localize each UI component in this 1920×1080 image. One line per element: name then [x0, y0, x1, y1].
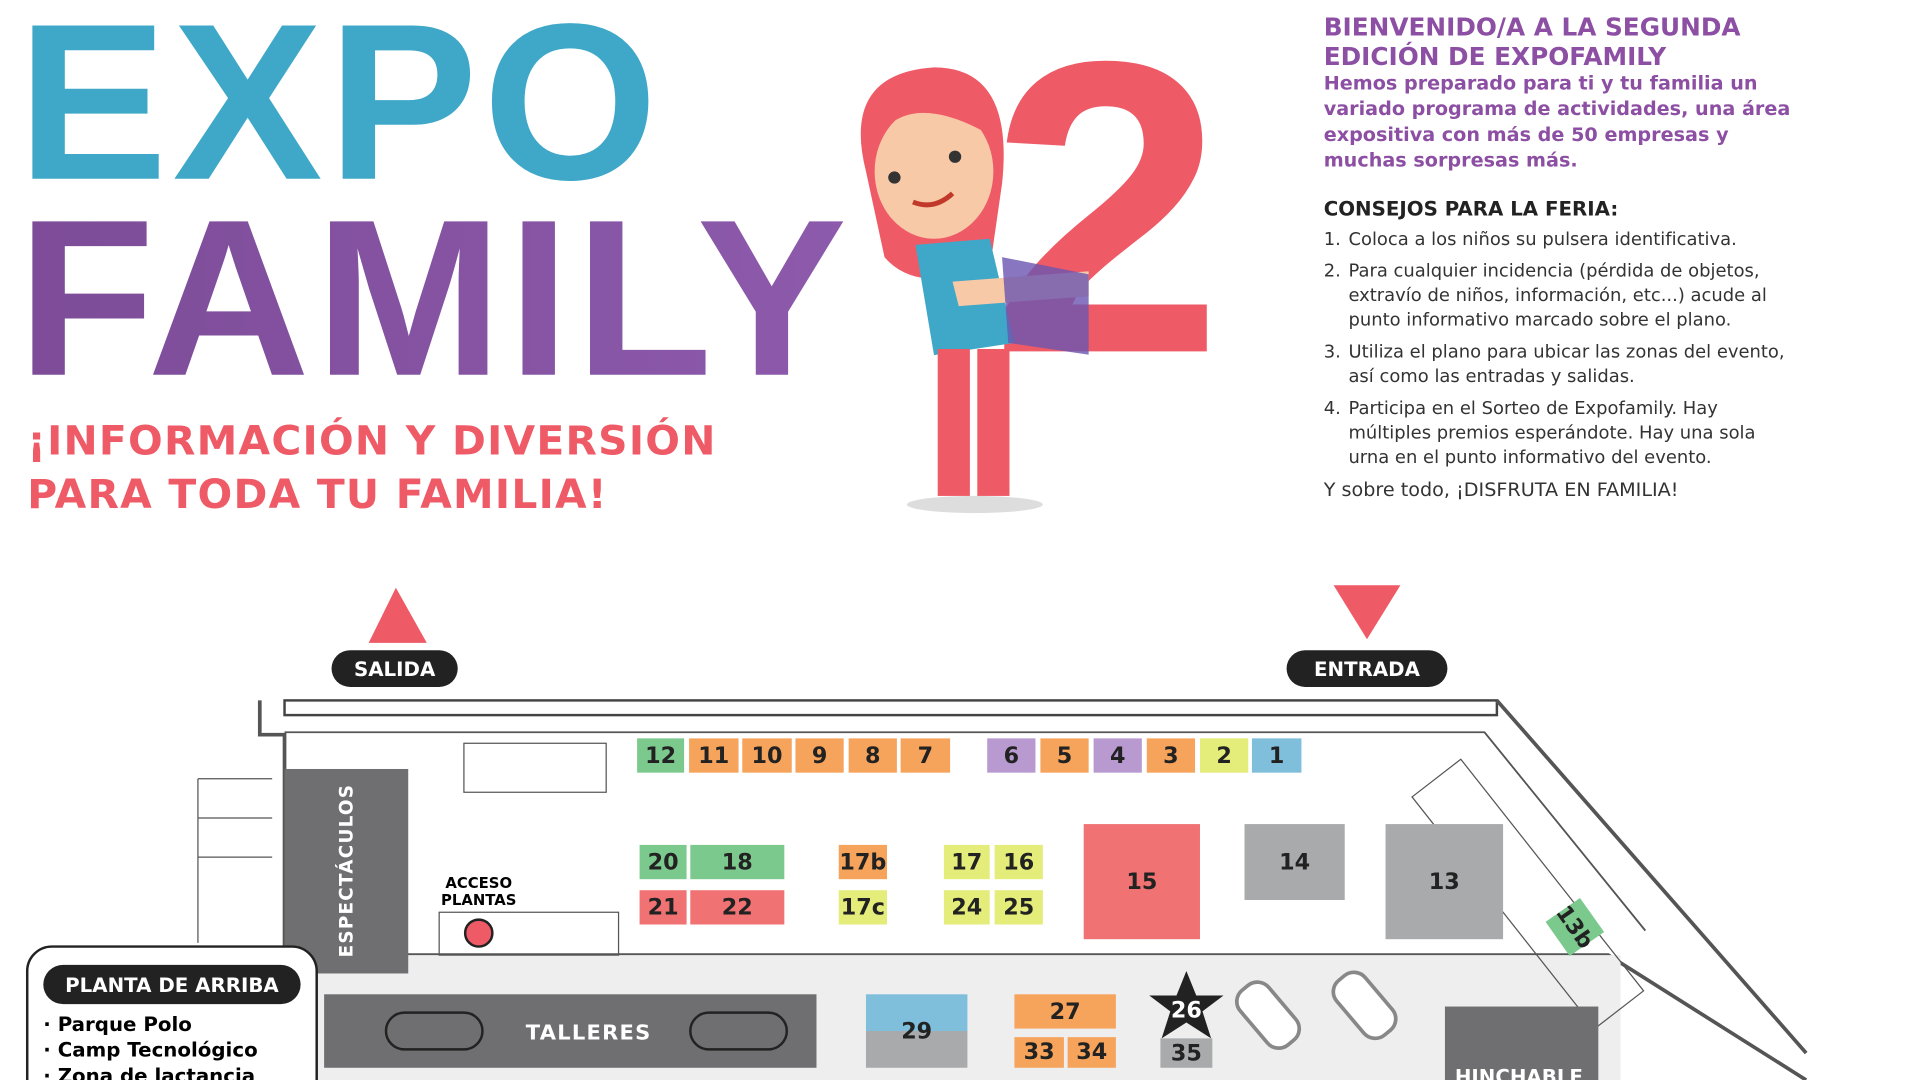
workshops-label: TALLERES: [525, 1021, 652, 1046]
booth: 35: [1160, 1038, 1213, 1068]
booth: 29: [865, 994, 968, 1068]
booth: 14: [1244, 824, 1345, 901]
welcome-title: EDICIÓN DE EXPOFAMILY: [1323, 41, 1667, 72]
booth: 10: [742, 738, 792, 773]
tip-item: 1. Coloca a los niños su pulsera identifi…: [1324, 228, 1791, 252]
booth: 34: [1067, 1037, 1116, 1068]
booth: 1: [1251, 738, 1302, 773]
tagline-line: PARA TODA TU FAMILIA!: [27, 470, 608, 518]
tip-line: urna en el punto informativo del evento.: [1348, 448, 1712, 468]
logo-number: 2: [989, 0, 1224, 441]
tip-line: punto informativo marcado sobre el plano…: [1348, 311, 1732, 331]
booth: 17c: [838, 890, 888, 925]
booth: 5: [1040, 738, 1089, 773]
booth: 33: [1014, 1037, 1064, 1068]
booth: 11: [689, 738, 739, 773]
welcome-title: BIENVENIDO/A A LA SEGUNDA: [1323, 12, 1741, 42]
welcome-body-line: expositiva con más de 50 empresas y: [1323, 123, 1729, 146]
welcome-body-line: variado programa de actividades, una áre…: [1323, 97, 1791, 121]
welcome-body-line: muchas sorpresas más.: [1323, 149, 1578, 172]
booth: 8: [848, 738, 897, 773]
booth: 22: [690, 890, 785, 925]
welcome-body-line: Hemos preparado para ti y tu familia un: [1323, 72, 1758, 95]
booth: 18: [690, 844, 785, 880]
booth: 27: [1014, 994, 1116, 1029]
upper-floor-item: · Camp Tecnológico: [43, 1038, 258, 1062]
booth: 15: [1083, 824, 1200, 940]
upper-floor-item: · Zona de lactancia: [43, 1064, 256, 1080]
booth: 13: [1385, 824, 1504, 940]
booth: 26: [1170, 997, 1202, 1024]
tip-number: 3.: [1323, 342, 1341, 363]
tip-line: extravío de niños, información, etc...) …: [1348, 286, 1767, 307]
bouncy-label: HINCHABLE: [1454, 1065, 1583, 1080]
booth: 9: [795, 738, 844, 773]
tip-item: 4. Participa en el Sorteo de Expofamily. …: [1324, 397, 1791, 470]
tip-number: 2.: [1323, 262, 1341, 282]
tip-text: Utiliza el plano para ubicar las zonas d…: [1348, 340, 1784, 389]
tip-number: 1.: [1323, 230, 1341, 250]
booth: 3: [1146, 738, 1196, 773]
booth: 20: [639, 844, 687, 880]
tip-line: así como las entradas y salidas.: [1348, 367, 1635, 387]
booth: 2: [1199, 738, 1249, 773]
booth: 16: [994, 844, 1043, 880]
entrance-label: ENTRADA: [1286, 650, 1448, 687]
tip-text: Participa en el Sorteo de Expofamily. Ha…: [1348, 397, 1755, 470]
plant-access-line: ACCESO: [445, 874, 513, 892]
tip-number: 4.: [1323, 399, 1341, 419]
booth: 7: [900, 738, 951, 773]
plant-access: ACCESO PLANTAS: [435, 874, 522, 908]
upper-floor-item: · Parque Polo: [43, 1012, 192, 1036]
booth: 6: [987, 738, 1036, 773]
booth: 21: [639, 890, 687, 925]
booth: 25: [994, 890, 1043, 925]
booth: 12: [637, 738, 685, 773]
tip-line: Coloca a los niños su pulsera identifica…: [1348, 230, 1737, 250]
tip-line: Para cualquier incidencia (pérdida de ob…: [1348, 262, 1760, 282]
tip-line: múltiples premios esperándote. Hay una s…: [1348, 423, 1756, 444]
tip-item: 2. Para cualquier incidencia (pérdida de …: [1324, 260, 1791, 333]
tip-item: 3. Utiliza el plano para ubicar las zonas…: [1324, 340, 1791, 389]
tips-closing: Y sobre todo, ¡DISFRUTA EN FAMILIA!: [1323, 478, 1679, 501]
tip-text: Para cualquier incidencia (pérdida de ob…: [1348, 260, 1766, 333]
logo-expo: EXPO: [17, 0, 663, 227]
booth: 24: [943, 890, 990, 925]
tagline-line: ¡INFORMACIÓN Y DIVERSIÓN: [27, 416, 717, 465]
plant-access-line: PLANTAS: [441, 891, 517, 909]
upper-floor-list: · Parque Polo · Camp Tecnológico · Zona …: [43, 1011, 257, 1080]
tip-line: Utiliza el plano para ubicar las zonas d…: [1348, 342, 1785, 363]
exit-label: SALIDA: [331, 650, 458, 687]
booth: 17: [943, 844, 990, 880]
upper-floor-title: PLANTA DE ARRIBA: [43, 964, 301, 1005]
tip-line: Participa en el Sorteo de Expofamily. Ha…: [1348, 399, 1718, 419]
tips-title: CONSEJOS PARA LA FERIA:: [1323, 197, 1619, 221]
booth: 4: [1093, 738, 1142, 773]
tip-text: Coloca a los niños su pulsera identifica…: [1348, 228, 1736, 252]
booth: 17b: [838, 844, 888, 880]
logo-family: FAMILY: [17, 172, 852, 423]
girl-illustration: [860, 67, 1089, 514]
shows-label: ESPECTÁCULOS: [335, 783, 358, 958]
welcome: BIENVENIDO/A A LA SEGUNDA EDICIÓN DE EXP…: [1324, 12, 1791, 502]
